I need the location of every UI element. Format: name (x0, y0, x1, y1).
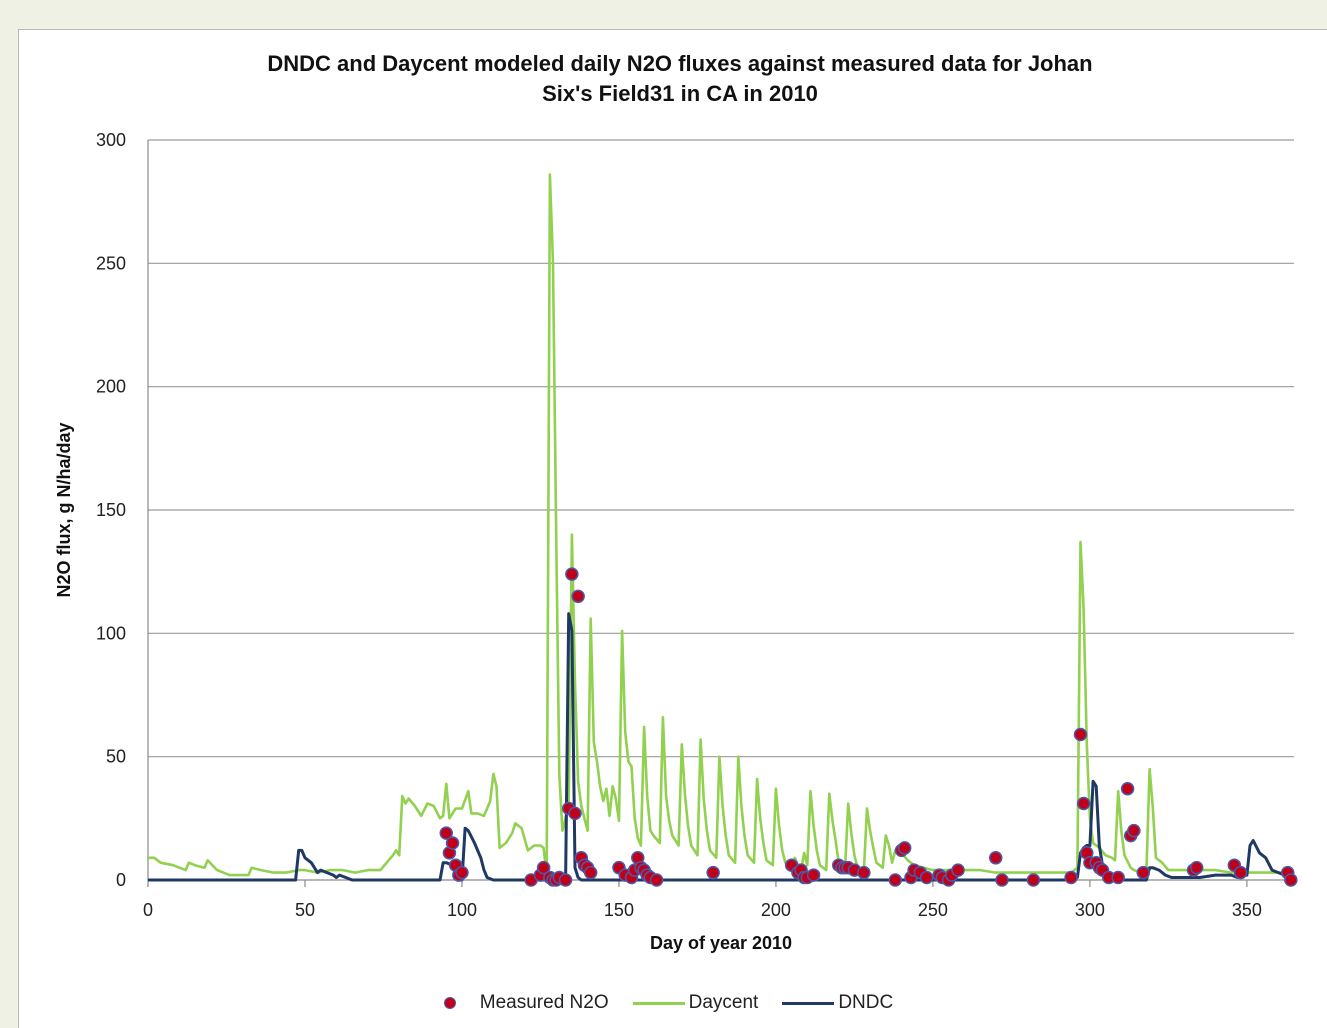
measured-point (1233, 865, 1248, 880)
chart-frame (18, 29, 1327, 1028)
legend-label-daycent: Daycent (688, 992, 759, 1013)
measured-point (806, 868, 821, 882)
y-tick-label: 300 (96, 130, 126, 150)
measured-point (919, 870, 934, 885)
x-tick-label: 200 (761, 900, 791, 920)
measured-point (571, 589, 585, 604)
grid-lines (148, 139, 1294, 758)
measured-point (1111, 870, 1125, 885)
measured-point (888, 873, 903, 887)
measured-point (565, 567, 579, 581)
measured-point (649, 873, 664, 887)
series-line-daycent (148, 173, 1294, 877)
legend-line-daycent (632, 1001, 685, 1005)
measured-point (988, 851, 1003, 865)
chart-title-line-2: Six's Field31 in CA in 2010 (542, 81, 818, 106)
legend-item-dndc: DNDC (782, 992, 893, 1014)
measured-points (439, 567, 1298, 887)
measured-point (857, 865, 871, 880)
measured-point (1136, 865, 1151, 880)
measured-point (995, 873, 1009, 887)
measured-point (951, 863, 965, 877)
legend-label-measured: Measured N2O (479, 992, 609, 1013)
y-tick-label: 50 (106, 747, 126, 767)
measured-point (439, 826, 454, 840)
y-axis-label: N2O flux, g N/ha/day (54, 422, 74, 597)
measured-point (1120, 781, 1135, 796)
x-axis-label: Day of year 2010 (650, 933, 792, 953)
measured-point (1127, 823, 1141, 838)
legend-item-measured: Measured N2O (434, 992, 609, 1014)
measured-point (536, 860, 551, 875)
y-tick-label: 250 (96, 253, 126, 273)
measured-point (706, 865, 720, 880)
measured-point (445, 836, 460, 850)
measured-point (558, 873, 573, 887)
x-tick-labels: 0 50 100 150 200 250 300 350 (143, 900, 1262, 920)
x-tick-label: 350 (1232, 900, 1262, 920)
legend-label-dndc: DNDC (838, 992, 894, 1013)
y-tick-label: 150 (96, 500, 126, 520)
x-tick-label: 250 (918, 900, 948, 920)
x-tick-label: 50 (295, 900, 315, 920)
legend: Measured N2O Daycent DNDC (0, 988, 1327, 1018)
x-tick-label: 100 (447, 900, 477, 920)
measured-point (568, 806, 582, 821)
measured-point (1073, 727, 1088, 742)
y-tick-labels: 0 50 100 150 200 250 300 (96, 130, 126, 890)
y-tick-label: 100 (96, 623, 126, 643)
measured-point (897, 841, 912, 855)
x-tick-label: 0 (143, 900, 153, 920)
legend-item-daycent: Daycent (632, 992, 759, 1014)
y-tick-label: 200 (96, 377, 126, 397)
x-tick-label: 300 (1075, 900, 1105, 920)
measured-point (1026, 873, 1041, 887)
series-line-dndc (148, 612, 1295, 882)
measured-point (455, 865, 469, 880)
measured-point (1284, 873, 1298, 887)
legend-line-dndc (782, 1001, 835, 1005)
measured-point (1189, 860, 1204, 875)
measured-point (583, 865, 598, 880)
chart-title: DNDC and Daycent modeled daily N2O fluxe… (160, 49, 1200, 109)
series-lines (148, 173, 1295, 882)
measured-point (1064, 870, 1078, 885)
chart-title-line-1: DNDC and Daycent modeled daily N2O fluxe… (267, 51, 1093, 76)
legend-marker-measured (443, 997, 456, 1009)
y-tick-label: 0 (116, 870, 126, 890)
measured-point (1076, 796, 1091, 811)
x-tick-label: 150 (604, 900, 634, 920)
